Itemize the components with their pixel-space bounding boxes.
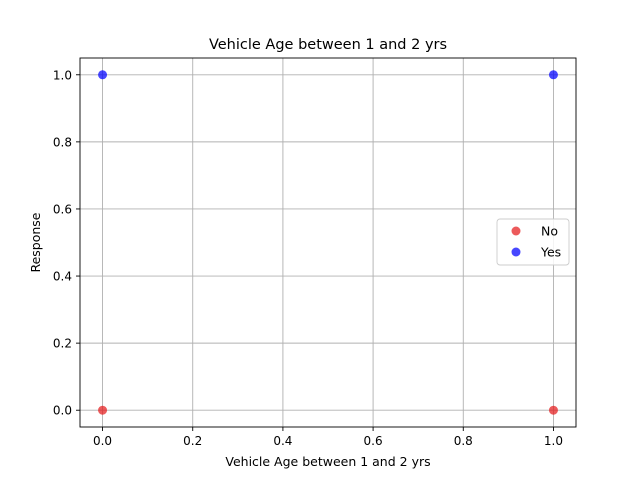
legend-marker-yes — [511, 247, 521, 257]
data-point-no — [98, 405, 108, 415]
plot-frame — [79, 57, 577, 428]
y-axis-label: Response — [28, 212, 43, 272]
legend-label-no: No — [541, 224, 558, 239]
data-point-yes — [548, 70, 558, 80]
y-tick-label: 0.4 — [53, 270, 72, 284]
data-point-no — [548, 405, 558, 415]
x-axis-ticks: 0.0 0.2 0.4 0.6 0.8 1.0 — [93, 427, 563, 448]
x-tick-label: 0.8 — [454, 434, 473, 448]
x-tick-label: 1.0 — [544, 434, 563, 448]
x-axis-label: Vehicle Age between 1 and 2 yrs — [225, 454, 430, 469]
data-points — [98, 70, 558, 415]
x-tick-label: 0.4 — [273, 434, 292, 448]
y-tick-label: 0.6 — [53, 202, 72, 216]
y-tick-label: 0.0 — [53, 404, 72, 418]
legend: No Yes — [496, 218, 570, 266]
chart-title: Vehicle Age between 1 and 2 yrs — [209, 37, 447, 53]
x-tick-label: 0.2 — [183, 434, 202, 448]
y-tick-label: 1.0 — [53, 68, 72, 82]
x-tick-label: 0.6 — [364, 434, 383, 448]
legend-marker-no — [511, 226, 521, 236]
legend-label-yes: Yes — [540, 245, 561, 260]
y-tick-label: 0.2 — [53, 337, 72, 351]
y-axis-ticks: 0.0 0.2 0.4 0.6 0.8 1.0 — [53, 68, 80, 418]
x-tick-label: 0.0 — [93, 434, 112, 448]
y-tick-label: 0.8 — [53, 135, 72, 149]
data-point-yes — [98, 70, 108, 80]
